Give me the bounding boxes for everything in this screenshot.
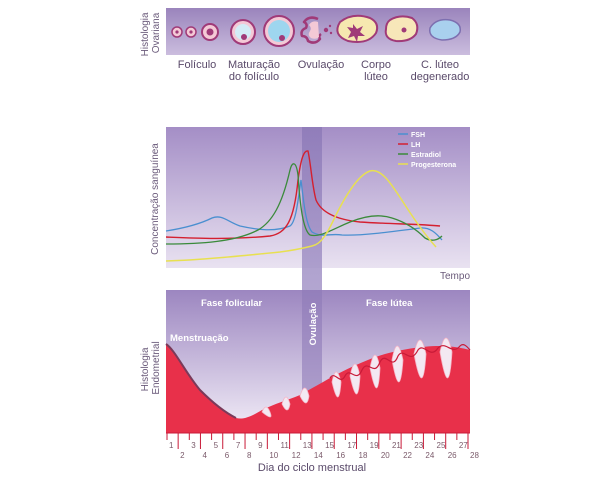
stage-label: lúteo bbox=[364, 71, 388, 83]
ovary-side-label: Histologia Ovariana bbox=[140, 10, 162, 57]
day-tick-label: 4 bbox=[202, 451, 207, 460]
hormone-legend: FSH LH Estradiol Progesterona bbox=[398, 132, 456, 169]
endometrium-spiral-arteries bbox=[329, 344, 471, 381]
progesterone-curve bbox=[165, 170, 437, 262]
endometrium-surface bbox=[165, 343, 237, 419]
day-tick-label: 20 bbox=[381, 451, 390, 460]
phase-luteal-label: Fase lútea bbox=[366, 298, 413, 309]
day-axis: 1234567891011121314151617181920212223242… bbox=[166, 432, 479, 460]
day-tick-label: 24 bbox=[425, 451, 434, 460]
legend-label-lh: LH bbox=[411, 142, 420, 149]
stage-label: degenerado bbox=[411, 71, 470, 83]
ovary-stage-labels: Folículo Maturação do folículo Ovulação … bbox=[178, 59, 470, 83]
phase-follicular-label: Fase folicular bbox=[201, 298, 263, 309]
legend-label-progesterone: Progesterona bbox=[411, 162, 456, 169]
day-tick-label: 17 bbox=[347, 441, 356, 450]
endometrial-glands bbox=[261, 337, 453, 418]
day-tick-label: 14 bbox=[314, 451, 323, 460]
growing-follicle-icon bbox=[201, 23, 219, 41]
corpus-luteum-degenerating-icon bbox=[384, 15, 419, 43]
day-tick-label: 11 bbox=[280, 441, 289, 450]
day-tick-label: 23 bbox=[414, 441, 423, 450]
mature-follicle-icon bbox=[263, 15, 295, 47]
ovarian-histology-panel bbox=[166, 8, 470, 55]
x-axis-label: Tempo bbox=[440, 271, 470, 282]
day-tick-label: 8 bbox=[247, 451, 252, 460]
day-tick-label: 2 bbox=[180, 451, 185, 460]
day-tick-label: 7 bbox=[236, 441, 241, 450]
endometrium-side-label: Histologia Endometrial bbox=[140, 341, 162, 394]
stage-label: Corpo bbox=[361, 59, 391, 71]
stage-label: do folículo bbox=[229, 71, 279, 83]
legend-label-estradiol: Estradiol bbox=[411, 152, 441, 159]
ovulation-icon bbox=[300, 16, 333, 44]
stage-label: Folículo bbox=[178, 59, 217, 71]
stage-label: Maturação bbox=[228, 59, 280, 71]
hormone-chart: FSH LH Estradiol Progesterona Tempo bbox=[165, 127, 470, 385]
estradiol-curve bbox=[165, 163, 443, 245]
y-axis-label: Concentração sanguínea bbox=[150, 143, 161, 255]
day-axis-label: Dia do ciclo menstrual bbox=[258, 462, 366, 474]
maturing-follicle-icon bbox=[230, 19, 256, 45]
day-tick-label: 27 bbox=[459, 441, 468, 450]
day-tick-label: 21 bbox=[392, 441, 401, 450]
day-tick-label: 16 bbox=[336, 451, 345, 460]
stage-label: Ovulação bbox=[298, 59, 344, 71]
day-tick-label: 5 bbox=[214, 441, 219, 450]
day-tick-label: 9 bbox=[258, 441, 263, 450]
legend-label-fsh: FSH bbox=[411, 132, 425, 139]
corpus-albicans-icon bbox=[429, 18, 462, 41]
day-tick-label: 6 bbox=[225, 451, 230, 460]
day-tick-label: 10 bbox=[269, 451, 278, 460]
day-tick-label: 18 bbox=[359, 451, 368, 460]
day-tick-label: 3 bbox=[191, 441, 196, 450]
follicle-icon bbox=[185, 26, 197, 38]
day-tick-label: 28 bbox=[470, 451, 479, 460]
corpus-luteum-icon bbox=[336, 14, 379, 43]
day-tick-label: 13 bbox=[303, 441, 312, 450]
day-tick-label: 12 bbox=[292, 451, 301, 460]
day-tick-label: 19 bbox=[370, 441, 379, 450]
ovulation-label: Ovulação bbox=[308, 302, 319, 345]
day-tick-label: 26 bbox=[448, 451, 457, 460]
day-tick-label: 22 bbox=[403, 451, 412, 460]
follicle-icon bbox=[171, 26, 183, 38]
day-tick-label: 1 bbox=[169, 441, 174, 450]
stage-label: C. lúteo bbox=[421, 59, 459, 71]
endometrial-histology-panel: Fase folicular Fase lútea Menstruação Ov… bbox=[165, 290, 471, 433]
fsh-curve bbox=[165, 179, 443, 241]
lh-curve bbox=[165, 150, 441, 240]
day-tick-label: 15 bbox=[325, 441, 334, 450]
menstruation-label: Menstruação bbox=[170, 333, 229, 344]
day-tick-label: 25 bbox=[437, 441, 446, 450]
